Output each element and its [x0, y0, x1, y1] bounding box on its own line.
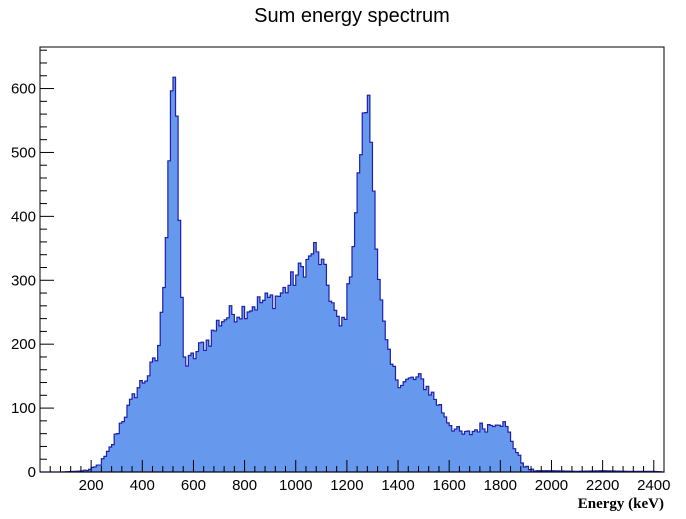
x-tick-label: 600	[181, 477, 206, 494]
y-tick-label: 400	[11, 208, 36, 225]
y-tick-label: 0	[28, 464, 36, 481]
x-tick-label: 2200	[586, 477, 619, 494]
x-tick-label: 800	[232, 477, 257, 494]
x-tick-label: 200	[79, 477, 104, 494]
x-tick-label: 1200	[330, 477, 363, 494]
x-tick-label: 1000	[279, 477, 312, 494]
y-tick-label: 300	[11, 272, 36, 289]
y-tick-label: 100	[11, 400, 36, 417]
x-tick-label: 1600	[432, 477, 465, 494]
y-tick-label: 500	[11, 144, 36, 161]
x-axis-label: Energy (keV)	[578, 496, 664, 512]
y-tick-label: 600	[11, 81, 36, 98]
axes: 200 400 600 800 1000 1200 1400 1600 1800 2000 2200…	[11, 46, 670, 494]
chart-title: Sum energy spectrum	[254, 5, 450, 27]
x-tick-label: 2400	[637, 477, 670, 494]
x-tick-label: 1800	[484, 477, 517, 494]
plot-area	[40, 76, 665, 473]
x-tick-label: 2000	[535, 477, 568, 494]
y-tick-label: 200	[11, 336, 36, 353]
plot-frame	[39, 46, 665, 473]
histogram-outline	[40, 76, 665, 473]
x-tick-label: 1400	[381, 477, 414, 494]
x-tick-label: 400	[130, 477, 155, 494]
